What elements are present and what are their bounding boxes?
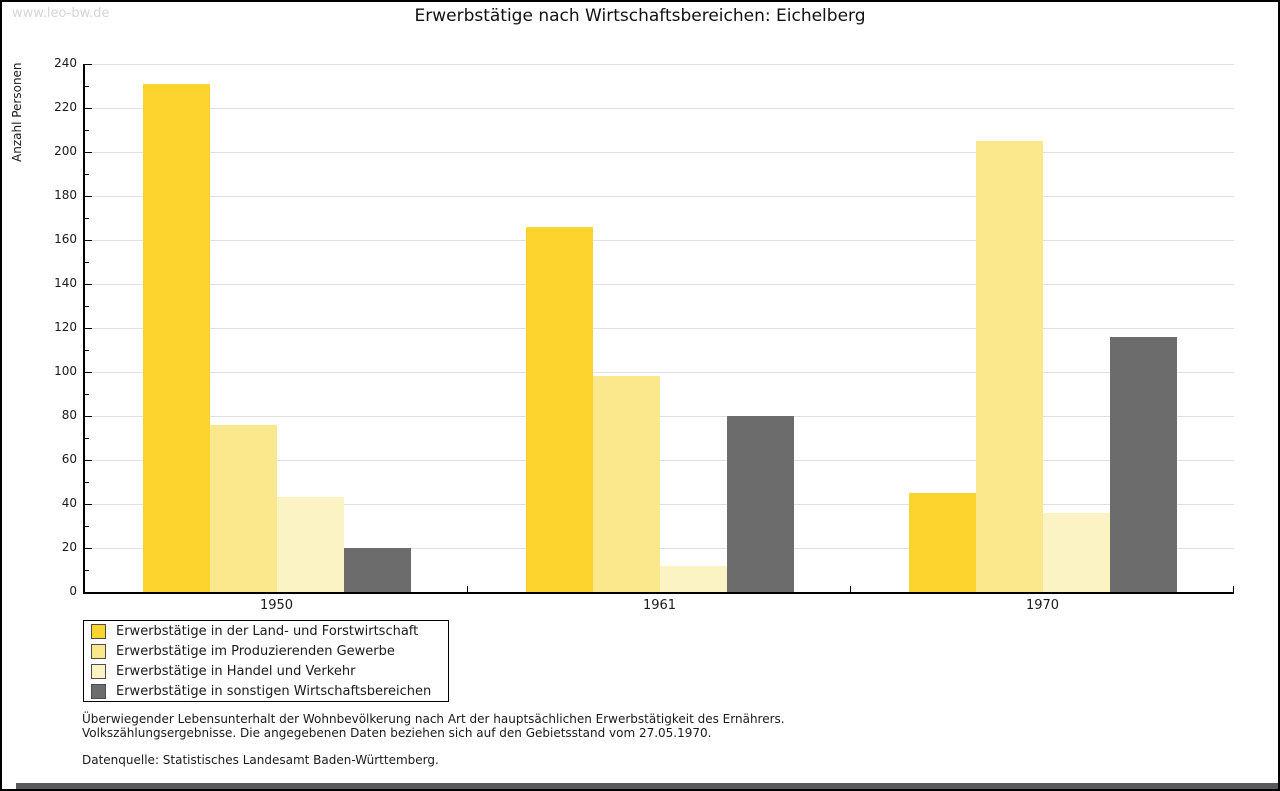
bar-1950-series-2: [209, 424, 277, 592]
gridline: [85, 108, 1234, 109]
legend-item-3: Erwerbstätige in Handel und Verkehr: [91, 661, 448, 681]
y-major-tick: [85, 372, 92, 373]
bar-1961-series-2: [592, 376, 660, 592]
y-minor-tick: [85, 482, 89, 483]
y-major-tick: [85, 460, 92, 461]
gridline: [85, 372, 1234, 373]
x-axis-label-1970: 1970: [1025, 598, 1060, 613]
bar-1970-series-2: [975, 141, 1043, 592]
y-minor-tick: [85, 394, 89, 395]
y-tick-label-160: 160: [54, 232, 77, 246]
footnote-line-1: Überwiegender Lebensunterhalt der Wohnbe…: [82, 712, 785, 726]
y-tick-label-180: 180: [54, 188, 77, 202]
y-minor-tick: [85, 306, 89, 307]
y-tick-label-220: 220: [54, 100, 77, 114]
y-minor-tick: [85, 130, 89, 131]
y-tick-label-0: 0: [69, 584, 77, 598]
y-tick-label-120: 120: [54, 320, 77, 334]
y-major-tick: [85, 416, 92, 417]
y-major-tick: [85, 284, 92, 285]
y-major-tick: [85, 64, 92, 65]
legend-swatch-2: [91, 643, 106, 659]
bottom-scrollbar[interactable]: [16, 783, 1278, 789]
legend-swatch-3: [91, 663, 106, 679]
bar-1950-series-1: [142, 83, 210, 592]
data-source-line: Datenquelle: Statistisches Landesamt Bad…: [82, 753, 439, 767]
gridline: [85, 504, 1234, 505]
y-minor-tick: [85, 174, 89, 175]
gridline: [85, 240, 1234, 241]
y-major-tick: [85, 504, 92, 505]
plot-area: 1950 1961 1970: [83, 64, 1234, 613]
y-tick-label-60: 60: [61, 452, 77, 466]
y-tick-label-200: 200: [54, 144, 77, 158]
y-tick-label-20: 20: [61, 540, 77, 554]
y-axis-title: Anzahl Personen: [10, 62, 24, 162]
x-axis-tick: [467, 586, 468, 592]
gridline: [85, 460, 1234, 461]
y-tick-label-40: 40: [61, 496, 77, 510]
bar-1970-series-3: [1042, 512, 1110, 592]
legend-label-4: Erwerbstätige in sonstigen Wirtschaftsbe…: [116, 683, 432, 699]
bar-1961-series-1: [525, 226, 593, 592]
y-major-tick: [85, 548, 92, 549]
y-major-tick: [85, 152, 92, 153]
y-tick-label-80: 80: [61, 408, 77, 422]
y-major-tick: [85, 328, 92, 329]
y-minor-tick: [85, 86, 89, 87]
x-axis-tick: [1233, 586, 1234, 592]
y-tick-label-100: 100: [54, 364, 77, 378]
gridline: [85, 196, 1234, 197]
gridline: [85, 152, 1234, 153]
footnote-line-2: Volkszählungsergebnisse. Die angegebenen…: [82, 726, 712, 740]
y-minor-tick: [85, 526, 89, 527]
y-tick-label-240: 240: [54, 56, 77, 70]
footnote: Überwiegender Lebensunterhalt der Wohnbe…: [82, 712, 785, 767]
gridline: [85, 64, 1234, 65]
y-minor-tick: [85, 438, 89, 439]
legend: Erwerbstätige in der Land- und Forstwirt…: [83, 620, 449, 702]
legend-label-2: Erwerbstätige im Produzierenden Gewerbe: [116, 643, 395, 659]
gridline: [85, 284, 1234, 285]
chart-title: Erwerbstätige nach Wirtschaftsbereichen:…: [414, 6, 866, 26]
y-minor-tick: [85, 262, 89, 263]
legend-swatch-4: [91, 683, 106, 699]
bar-1961-series-3: [659, 565, 727, 592]
legend-item-1: Erwerbstätige in der Land- und Forstwirt…: [91, 621, 448, 641]
gridline: [85, 548, 1234, 549]
y-minor-tick: [85, 218, 89, 219]
y-major-tick: [85, 196, 92, 197]
bar-1970-series-4: [1109, 336, 1177, 592]
legend-swatch-1: [91, 623, 106, 639]
x-axis-label-1961: 1961: [642, 598, 677, 613]
y-minor-tick: [85, 570, 89, 571]
legend-label-3: Erwerbstätige in Handel und Verkehr: [116, 663, 356, 679]
bar-1970-series-1: [908, 493, 976, 592]
watermark-text: www.leo-bw.de: [12, 6, 110, 21]
bar-1961-series-4: [726, 416, 794, 592]
y-minor-tick: [85, 350, 89, 351]
gridline: [85, 328, 1234, 329]
y-major-tick: [85, 108, 92, 109]
legend-label-1: Erwerbstätige in der Land- und Forstwirt…: [116, 623, 419, 639]
y-major-tick: [85, 240, 92, 241]
legend-item-4: Erwerbstätige in sonstigen Wirtschaftsbe…: [91, 681, 448, 701]
x-axis-label-1950: 1950: [259, 598, 294, 613]
y-tick-label-140: 140: [54, 276, 77, 290]
gridline: [85, 416, 1234, 417]
legend-item-2: Erwerbstätige im Produzierenden Gewerbe: [91, 641, 448, 661]
x-axis-tick: [850, 586, 851, 592]
bar-1950-series-3: [276, 497, 344, 592]
bar-1950-series-4: [343, 548, 411, 592]
